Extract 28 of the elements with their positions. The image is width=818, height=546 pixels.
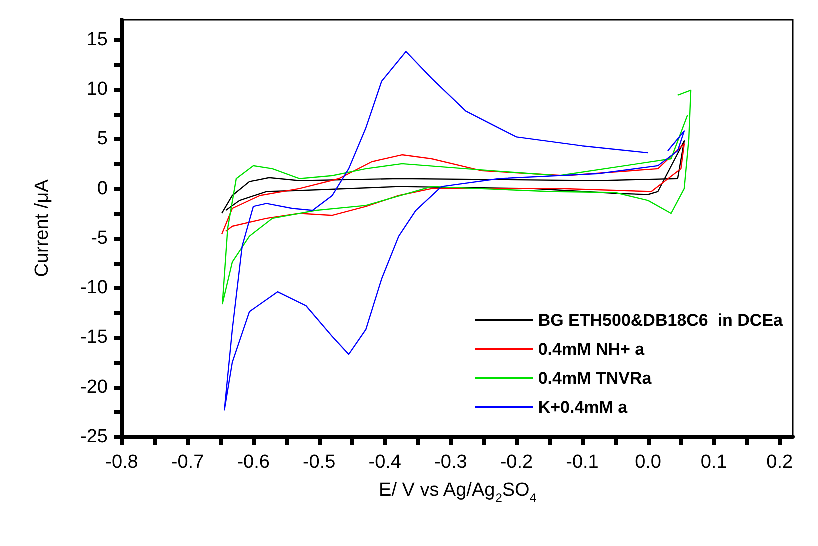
x-tick-label: -0.6 [237, 452, 270, 473]
y-tick-label: 10 [86, 79, 108, 100]
x-tick-label: -0.2 [500, 452, 534, 473]
line-series [221, 140, 686, 214]
x-tick-label: 0.2 [766, 452, 794, 473]
x-tick-label: -0.3 [434, 452, 468, 473]
y-tick-label: -5 [91, 228, 108, 249]
legend-label: K+0.4mM a [538, 398, 628, 417]
y-tick-label: -10 [80, 278, 108, 299]
x-tick-label: -0.7 [171, 452, 204, 473]
y-axis-title: Current /μA [32, 179, 53, 278]
y-tick-label: 0 [97, 178, 108, 200]
y-tick-label: -20 [80, 376, 108, 398]
y-tick-label: -25 [80, 426, 108, 448]
y-tick-label: -15 [80, 327, 108, 348]
y-tick-label: 15 [86, 29, 108, 50]
x-tick-label: -0.8 [106, 452, 138, 473]
x-tick-label: 0.0 [635, 452, 662, 473]
y-tick-label: 5 [97, 128, 108, 150]
legend-label: BG ETH500&DB18C6 in DCEa [538, 311, 784, 330]
line-series [222, 90, 692, 305]
x-tick-label: 0.1 [700, 452, 728, 473]
legend-label: 0.4mM TNVRa [538, 369, 652, 388]
legend-label: 0.4mM NH+ a [538, 340, 646, 359]
x-tick-label: -0.1 [566, 452, 599, 473]
line-series [221, 144, 686, 236]
x-tick-label: -0.5 [302, 452, 336, 473]
x-tick-label: -0.4 [368, 452, 402, 473]
